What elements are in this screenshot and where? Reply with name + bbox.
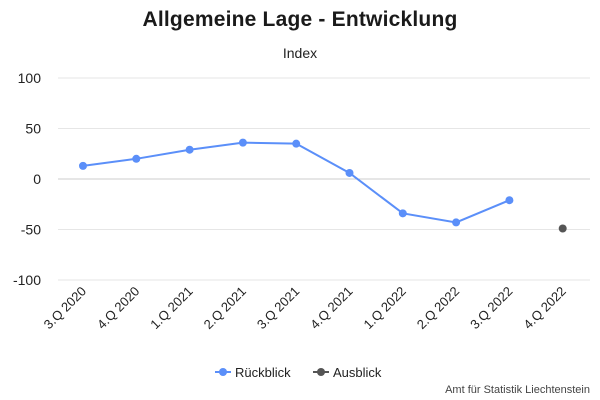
x-tick-label: 3.Q 2020 bbox=[41, 284, 89, 332]
x-tick-label: 1.Q 2022 bbox=[360, 284, 408, 332]
legend-swatch-marker bbox=[219, 368, 227, 376]
data-point[interactable] bbox=[79, 161, 87, 170]
x-tick-label: 2.Q 2022 bbox=[414, 284, 462, 332]
x-tick-label: 4.Q 2022 bbox=[520, 284, 568, 332]
data-point[interactable] bbox=[505, 196, 514, 205]
legend-label[interactable]: Ausblick bbox=[333, 365, 382, 380]
y-tick-label: -100 bbox=[13, 272, 41, 288]
data-point[interactable] bbox=[345, 168, 354, 177]
source-credit: Amt für Statistik Liechtenstein bbox=[445, 384, 590, 396]
data-point[interactable] bbox=[452, 218, 461, 227]
legend-swatch-marker bbox=[317, 368, 325, 376]
x-tick-label: 4.Q 2020 bbox=[94, 284, 142, 332]
x-tick-label: 2.Q 2021 bbox=[201, 284, 249, 332]
chart-title: Allgemeine Lage - Entwicklung bbox=[142, 8, 458, 31]
x-tick-label: 1.Q 2021 bbox=[147, 284, 195, 332]
x-tick-label: 4.Q 2021 bbox=[307, 284, 355, 332]
series-line-1 bbox=[82, 141, 510, 224]
legend-label[interactable]: Rückblick bbox=[235, 365, 291, 380]
y-tick-label: -50 bbox=[21, 222, 41, 238]
data-point[interactable] bbox=[185, 145, 194, 154]
data-point[interactable] bbox=[238, 138, 247, 147]
y-tick-label: 100 bbox=[18, 70, 42, 86]
data-point[interactable] bbox=[398, 209, 407, 218]
y-tick-label: 50 bbox=[25, 121, 41, 137]
data-point[interactable] bbox=[292, 139, 301, 148]
y-tick-label: 0 bbox=[33, 171, 41, 187]
chart-subtitle: Index bbox=[282, 45, 318, 61]
x-tick-label: 3.Q 2022 bbox=[467, 284, 515, 332]
data-point[interactable] bbox=[132, 154, 141, 163]
x-tick-label: 3.Q 2021 bbox=[254, 284, 302, 332]
data-point[interactable] bbox=[558, 224, 567, 233]
